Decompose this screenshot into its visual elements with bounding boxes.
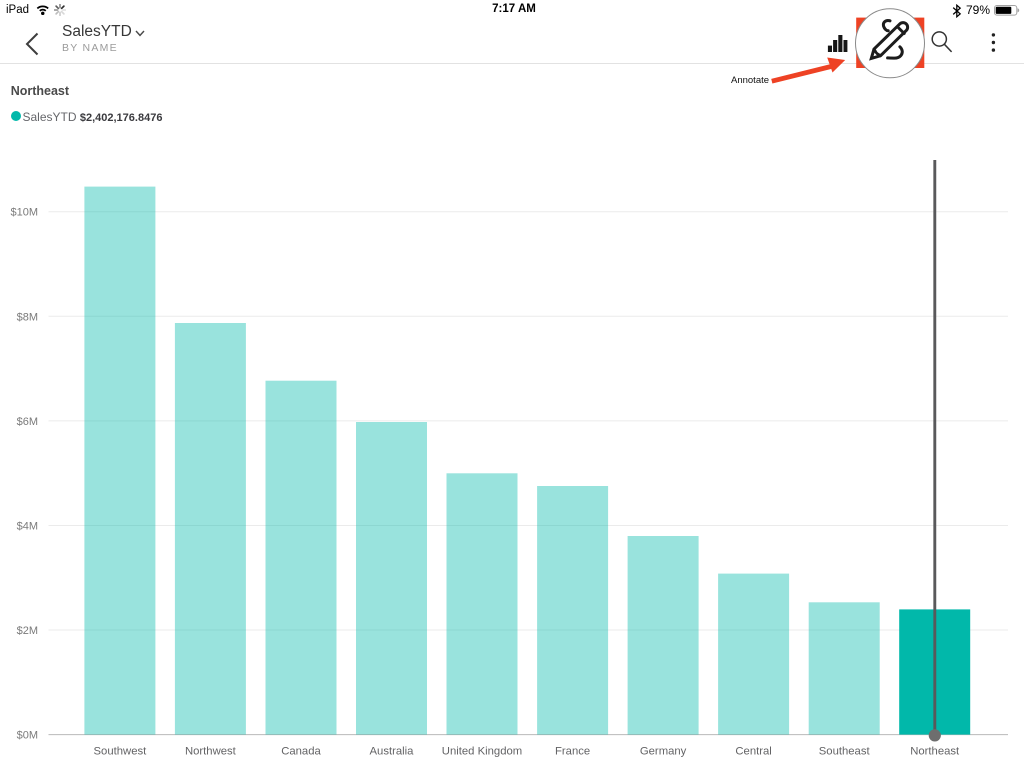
svg-text:$0M: $0M xyxy=(17,730,38,742)
svg-text:$6M: $6M xyxy=(17,416,38,428)
svg-text:Northeast: Northeast xyxy=(910,746,960,758)
svg-text:Southeast: Southeast xyxy=(819,746,871,758)
svg-text:$8M: $8M xyxy=(17,311,38,323)
svg-text:$2M: $2M xyxy=(17,625,38,637)
svg-text:Northwest: Northwest xyxy=(185,746,237,758)
svg-text:Germany: Germany xyxy=(640,746,687,758)
svg-text:United Kingdom: United Kingdom xyxy=(442,746,522,758)
svg-text:Central: Central xyxy=(735,746,771,758)
svg-text:Australia: Australia xyxy=(370,746,415,758)
svg-text:Canada: Canada xyxy=(281,746,321,758)
svg-text:France: France xyxy=(555,746,590,758)
svg-text:Southwest: Southwest xyxy=(94,746,148,758)
svg-text:$4M: $4M xyxy=(17,521,38,533)
svg-text:$10M: $10M xyxy=(10,207,38,219)
